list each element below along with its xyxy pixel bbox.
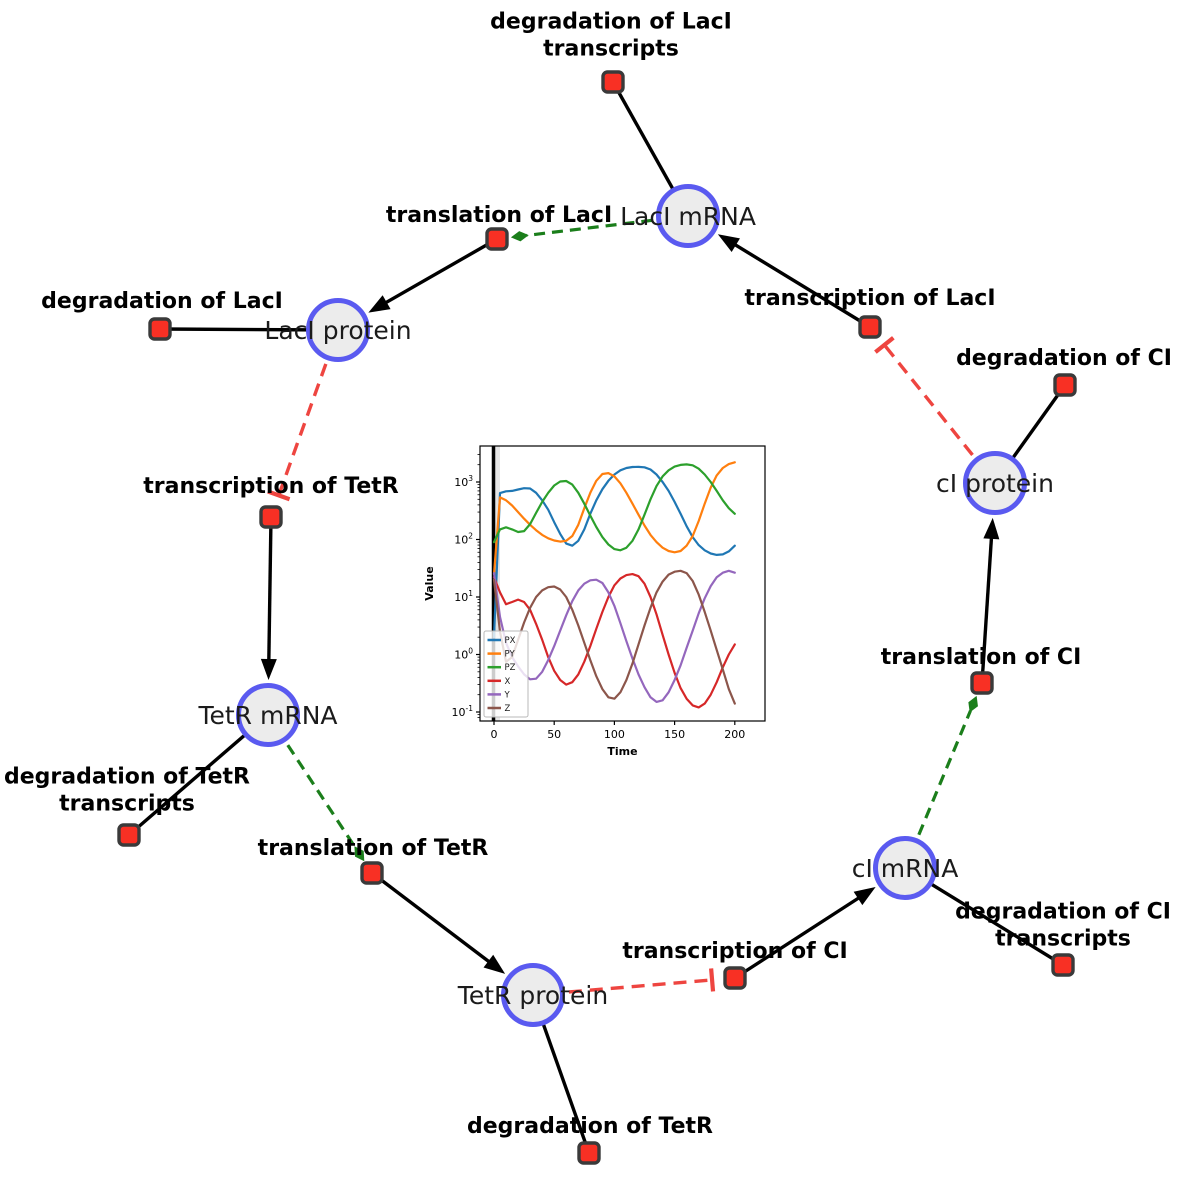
edge-laci-mrna--translation-laci <box>526 218 653 238</box>
species-node-ci-mrna <box>873 836 937 900</box>
ci-mrna-label: cI mRNA <box>852 854 959 883</box>
x-tick-label: 150 <box>664 728 685 741</box>
translation-tetr-label: translation of TetR <box>258 836 489 861</box>
edge-translation-tetr--tetr-protein <box>370 871 493 965</box>
deg-tetr-transcripts-label: degradation of TetR <box>4 765 250 790</box>
chart-series-Y <box>492 569 736 703</box>
laci-protein-label: LacI protein <box>264 316 411 345</box>
edge-translation-laci--laci-protein-arrowhead <box>368 295 391 313</box>
reaction-node-deg-ci <box>1053 373 1077 397</box>
y-axis-label: Value <box>423 566 436 600</box>
edge-ci-protein--transcription-laci-tbar <box>874 336 895 354</box>
deg-ci-transcripts-label: transcripts <box>995 927 1131 952</box>
reaction-node-deg-laci-transcripts <box>601 70 625 94</box>
deg-ci-transcripts-label: degradation of CI <box>955 900 1171 925</box>
edge-ci-protein--transcription-laci <box>883 343 974 456</box>
edge-tetr-protein--transcription-ci-tbar <box>709 968 716 992</box>
reaction-labels-layer: degradation of LacItranscriptstranslatio… <box>4 10 1172 1140</box>
edge-tetr-mrna--translation-tetr-diamond-head <box>354 846 365 862</box>
chart-series-PZ <box>492 463 736 552</box>
chart-series-Z <box>492 569 736 705</box>
reaction-node-deg-ci-transcripts <box>1051 953 1075 977</box>
reaction-node-translation-tetr <box>360 861 384 885</box>
x-tick-label: 100 <box>604 728 625 741</box>
species-node-tetr-mrna <box>236 683 300 747</box>
x-tick-label: 200 <box>724 728 745 741</box>
edge-transcription-ci--ci-mrna <box>734 894 863 980</box>
edge-translation-laci--laci-protein <box>382 237 498 306</box>
edge-tetr-protein--transcription-ci <box>568 978 713 994</box>
inset-chart: 0 50 100 150 200 10-1 100 101 102 103 Time Value PX P… <box>423 445 766 758</box>
x-tick-label: 0 <box>491 728 498 741</box>
chart-series-PY <box>492 461 736 576</box>
y-tick-label: 101 <box>454 589 473 604</box>
edge-transcription-tetr--tetr-mrna-arrowhead <box>260 658 277 681</box>
edge-translation-ci--ci-protein <box>980 534 994 684</box>
legend-label-Y: Y <box>504 690 511 700</box>
translation-ci-label: translation of CI <box>881 645 1082 670</box>
edge-translation-tetr--tetr-protein-arrowhead <box>483 954 506 974</box>
tetr-mrna-label: TetR mRNA <box>197 701 337 730</box>
deg-laci-label: degradation of LacI <box>41 289 283 314</box>
edge-ci-mrna--translation-ci <box>917 710 972 836</box>
deg-laci-transcripts-label: transcripts <box>543 37 679 62</box>
deg-laci-transcripts-label: degradation of LacI <box>490 10 732 35</box>
ci-protein-label: cI protein <box>936 469 1054 498</box>
edge-transcription-laci--laci-mrna-arrowhead <box>717 234 740 252</box>
species-node-tetr-protein <box>501 963 565 1027</box>
edge-transcription-ci--ci-mrna-arrowhead <box>853 887 876 906</box>
edge-ci-mrna--translation-ci-diamond-head <box>968 695 978 713</box>
legend-label-PZ: PZ <box>505 663 516 673</box>
y-tick-label: 103 <box>454 474 473 489</box>
legend-label-PY: PY <box>505 650 516 660</box>
translation-laci-label: translation of LacI <box>386 203 612 228</box>
x-tick-label: 50 <box>547 728 561 741</box>
transcription-laci-label: transcription of LacI <box>744 286 995 311</box>
edge-laci-mrna--translation-laci-diamond-head <box>510 231 529 242</box>
chart-series-X <box>492 573 736 709</box>
transcription-ci-label: transcription of CI <box>622 939 847 964</box>
species-labels-layer: LacI mRNA LacI protein cI protein TetR mRNA… <box>197 202 1054 1010</box>
species-nodes-layer <box>236 184 1027 1027</box>
laci-mrna-label: LacI mRNA <box>620 202 756 231</box>
chart-frame <box>479 445 766 722</box>
reaction-node-deg-tetr-transcripts <box>117 823 141 847</box>
edge-tetr-mrna--translation-tetr <box>286 744 357 849</box>
reaction-node-transcription-ci <box>723 966 747 990</box>
species-node-laci-mrna <box>656 184 720 248</box>
legend-label-PX: PX <box>505 636 516 646</box>
legend-label-X: X <box>505 677 511 687</box>
deg-tetr-transcripts-label: transcripts <box>59 792 195 817</box>
x-axis-label: Time <box>607 745 637 758</box>
y-tick-label: 100 <box>454 647 473 662</box>
species-node-laci-protein <box>306 298 370 362</box>
deg-ci-label: degradation of CI <box>956 346 1172 371</box>
deg-tetr-label: degradation of TetR <box>467 1114 713 1139</box>
chart-series-PX <box>492 465 736 639</box>
tetr-protein-label: TetR protein <box>457 981 608 1010</box>
edge-transcription-tetr--tetr-mrna <box>267 516 273 664</box>
reaction-node-transcription-tetr <box>259 505 283 529</box>
species-node-ci-protein <box>963 451 1027 515</box>
y-tick-label: 102 <box>454 532 473 547</box>
edge-translation-ci--ci-protein-arrowhead <box>983 517 1000 540</box>
y-tick-label: 10-1 <box>452 704 474 719</box>
reaction-node-translation-laci <box>485 227 509 251</box>
edge-laci-protein--transcription-tetr <box>277 363 328 496</box>
reaction-nodes-layer <box>117 70 1077 1165</box>
legend-label-Z: Z <box>505 704 511 714</box>
reaction-node-translation-ci <box>970 671 994 695</box>
edge-transcription-laci--laci-mrna <box>731 241 871 329</box>
reaction-node-deg-laci <box>148 317 172 341</box>
transcription-tetr-label: transcription of TetR <box>143 474 399 499</box>
edge-laci-protein--transcription-tetr-tbar <box>267 489 291 502</box>
reaction-node-deg-tetr <box>577 1141 601 1165</box>
reaction-node-transcription-laci <box>858 315 882 339</box>
